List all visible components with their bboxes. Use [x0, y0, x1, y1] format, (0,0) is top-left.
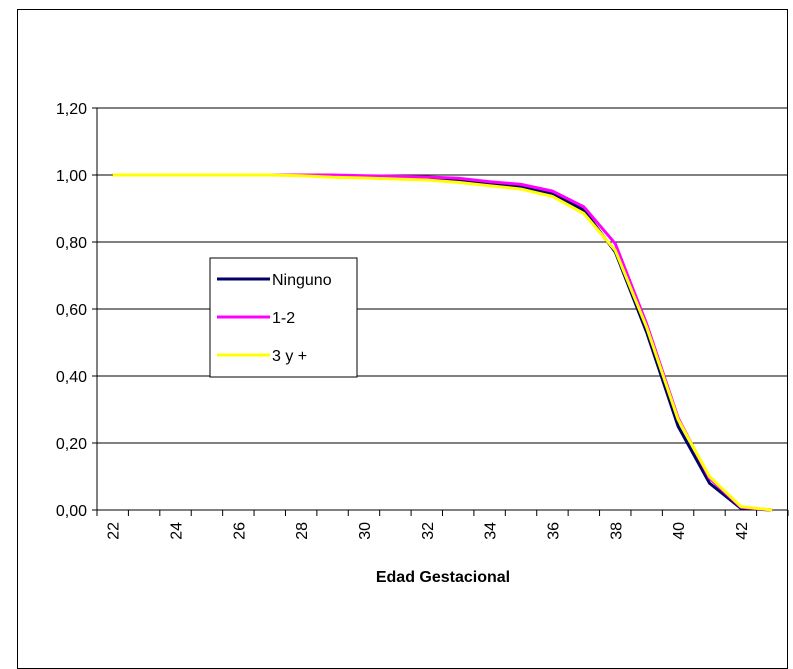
- x-tick-label: 30: [357, 522, 374, 540]
- x-tick-label: 36: [545, 522, 562, 540]
- gridlines: [97, 107, 788, 444]
- y-tick-label: 0,60: [56, 302, 87, 319]
- legend-item-label: 1-2: [272, 310, 295, 327]
- x-tick-label: 24: [169, 522, 186, 540]
- x-tick-label: 22: [106, 522, 123, 540]
- x-tick-label: 40: [671, 522, 688, 540]
- x-tick-label: 34: [483, 522, 500, 540]
- series-line: [112, 173, 773, 512]
- y-tick-label: 0,00: [56, 503, 87, 520]
- x-tick-label: 28: [294, 522, 311, 540]
- x-tick-label: 32: [420, 522, 437, 540]
- y-tick-label: 1,20: [56, 101, 87, 118]
- chart-frame: [17, 9, 788, 669]
- x-tick-label: 42: [734, 522, 751, 540]
- y-tick-label: 0,20: [56, 436, 87, 453]
- legend: Ninguno 1-2 3 y +: [209, 257, 358, 378]
- x-tick-label: 38: [608, 522, 625, 540]
- y-axis-ticks: 0,00 0,20 0,40 0,60 0,80 1,00 1,20: [56, 101, 97, 520]
- y-tick-label: 0,40: [56, 369, 87, 386]
- y-tick-label: 1,00: [56, 168, 87, 185]
- series-lines: [112, 173, 773, 512]
- y-tick-label: 0,80: [56, 235, 87, 252]
- legend-item-label: Ninguno: [272, 272, 332, 289]
- x-axis-ticks: 22 24 26 28 30 32 34 36 38 40 42: [96, 510, 789, 540]
- x-tick-label: 26: [231, 522, 248, 540]
- x-axis-title: Edad Gestacional: [376, 569, 510, 586]
- legend-item-label: 3 y +: [272, 348, 307, 365]
